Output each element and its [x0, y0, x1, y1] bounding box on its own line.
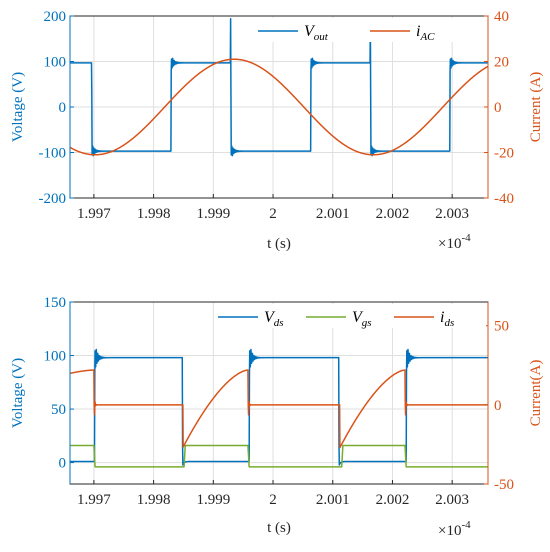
top-left-tick-label: -200	[39, 191, 67, 207]
top-x-tick-label: 1.999	[196, 206, 230, 222]
bottom-legend: Vds Vgs ids	[214, 304, 486, 329]
bottom-left-tick-label: 50	[51, 402, 66, 418]
top-right-tick-label: -20	[494, 146, 514, 162]
top-legend: Vout iAC	[254, 18, 486, 43]
top-x-exponent: ×10-4	[438, 232, 471, 252]
bottom-x-tick-label: 2.003	[435, 492, 469, 508]
bottom-x-tick-label: 2.001	[316, 492, 350, 508]
top-x-exponent-power: -4	[461, 232, 471, 244]
bottom-right-tick-label: 50	[494, 319, 509, 335]
bottom-x-axis-label: t (s)	[267, 520, 291, 536]
bottom-x-exponent-base: ×10	[438, 523, 461, 539]
bottom-plot-area	[70, 302, 488, 484]
top-series	[70, 17, 488, 157]
top-legend-entry: iAC	[416, 23, 435, 43]
bottom-series-v-gs	[70, 444, 488, 468]
bottom-legend-entry: Vgs	[352, 309, 372, 329]
top-x-tick-label: 2	[269, 206, 277, 222]
top-ticks: 1.997 1.998 1.999 2 2.001 2.002 2.003-200-1000…	[39, 9, 515, 222]
top-x-tick-label: 1.997	[77, 206, 111, 222]
top-right-tick-label: 0	[494, 100, 502, 116]
bottom-x-tick-label: 1.997	[77, 492, 111, 508]
bottom-series-v-ds	[70, 348, 488, 466]
top-x-tick-label: 2.001	[316, 206, 350, 222]
bottom-left-tick-label: 150	[44, 295, 67, 311]
top-left-tick-label: 200	[44, 9, 67, 25]
top-right-tick-label: 40	[494, 9, 509, 25]
top-x-exponent-base: ×10	[438, 236, 461, 252]
bottom-right-tick-label: 0	[494, 398, 502, 414]
bottom-x-tick-label: 1.998	[137, 492, 171, 508]
bottom-left-axis-label: Voltage (V)	[10, 358, 26, 428]
bottom-left-tick-label: 0	[59, 456, 67, 472]
bottom-x-exponent-power: -4	[461, 519, 471, 531]
bottom-legend-entry: ids	[440, 309, 454, 329]
bottom-x-tick-label: 2	[269, 492, 277, 508]
top-series-i-AC	[70, 58, 488, 156]
top-right-tick-label: 20	[494, 55, 509, 71]
top-left-axis-label: Voltage (V)	[10, 72, 26, 142]
top-x-tick-label: 1.998	[137, 206, 171, 222]
top-left-tick-label: 0	[59, 100, 67, 116]
top-chart: 1.997 1.998 1.999 2 2.001 2.002 2.003-200-1000…	[10, 9, 544, 252]
bottom-x-tick-label: 1.999	[196, 492, 230, 508]
top-left-tick-label: 100	[44, 55, 67, 71]
bottom-legend-box	[214, 304, 486, 328]
bottom-x-exponent: ×10-4	[438, 519, 471, 539]
bottom-left-tick-label: 100	[44, 349, 67, 365]
bottom-right-axis-label: Current(A)	[528, 360, 544, 427]
top-x-tick-label: 2.003	[435, 206, 469, 222]
top-right-tick-label: -40	[494, 191, 514, 207]
bottom-series-i-ds	[70, 369, 488, 449]
top-legend-box	[254, 18, 486, 42]
bottom-right-tick-label: -50	[494, 477, 514, 493]
top-series-v-out	[70, 17, 488, 157]
top-left-tick-label: -100	[39, 146, 67, 162]
bottom-x-tick-label: 2.002	[376, 492, 410, 508]
top-x-tick-label: 2.002	[376, 206, 410, 222]
bottom-chart: 1.997 1.998 1.999 2 2.001 2.002 2.003 0 50 100 150…	[10, 295, 544, 539]
bottom-ticks: 1.997 1.998 1.999 2 2.001 2.002 2.003 0 50 100 150…	[44, 295, 515, 508]
bottom-series	[70, 348, 488, 468]
top-x-axis-label: t (s)	[267, 236, 291, 252]
top-right-axis-label: Current (A)	[528, 72, 544, 142]
top-legend-entry: Vout	[304, 23, 329, 43]
bottom-legend-entry: Vds	[264, 309, 284, 329]
